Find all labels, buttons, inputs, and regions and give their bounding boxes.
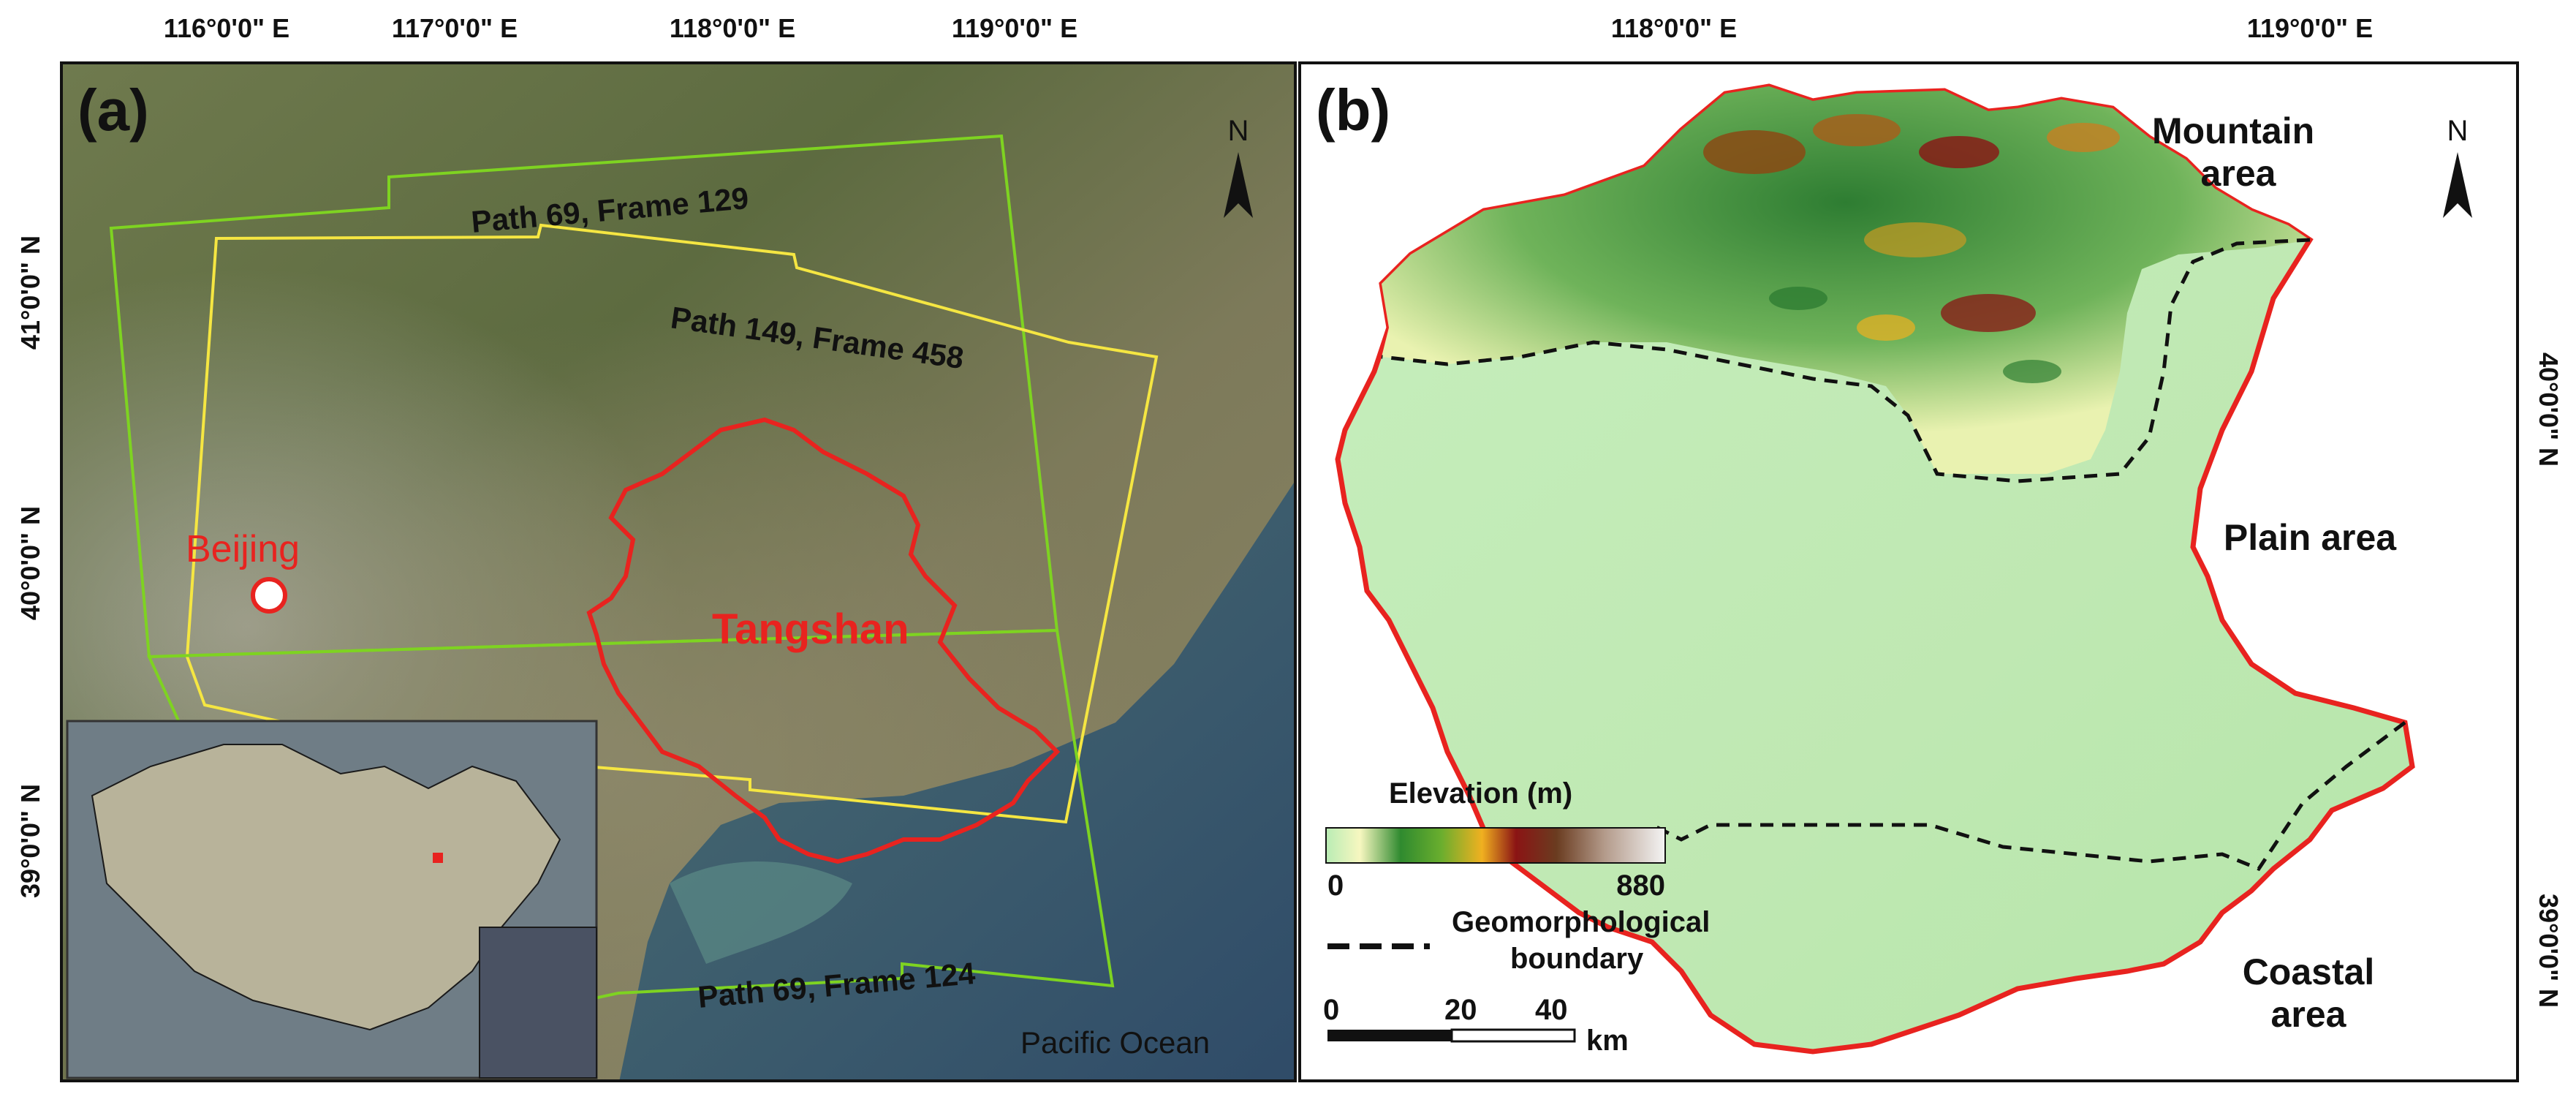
tick-top-b-119e: 119°0'0" E xyxy=(2246,13,2374,43)
zone-label-coastal-line1: Coastal xyxy=(2243,951,2375,992)
zone-label-coastal: Coastal area xyxy=(2243,951,2375,1035)
tick-right-40n: 40°0'0" N xyxy=(2534,352,2564,467)
tangshan-label: Tangshan xyxy=(712,606,909,653)
boundary-mountain-plain xyxy=(1381,238,2311,483)
satellite-map-svg: N (a) Path 69, Frame 129 Path 149, Frame… xyxy=(63,64,1294,1079)
tick-right-39n: 39°0'0" N xyxy=(2534,893,2564,1008)
panel-a-label: (a) xyxy=(77,78,149,143)
south-china-sea-inset xyxy=(479,927,597,1079)
beijing-marker xyxy=(251,577,287,614)
scale-bar-black xyxy=(1327,1030,1452,1041)
tick-top-118e: 118°0'0" E xyxy=(669,13,796,43)
scale-bar-white xyxy=(1450,1028,1576,1043)
mountain-terrain xyxy=(1382,86,2310,474)
zone-label-coastal-line2: area xyxy=(2271,994,2347,1035)
elevation-colorbar xyxy=(1325,827,1666,864)
tick-top-b-118e: 118°0'0" E xyxy=(1610,13,1738,43)
tick-left-39n: 39°0'0" N xyxy=(15,783,45,899)
frame-path149-458 xyxy=(185,223,1159,824)
zone-label-mountain: Mountain area xyxy=(2152,110,2325,194)
boundary-legend: Geomorphological boundary xyxy=(1327,906,1710,975)
china-outline xyxy=(91,744,561,1031)
scale-tick-20: 20 xyxy=(1444,994,1477,1026)
mountain-peaks xyxy=(1703,114,2120,383)
china-inset-map xyxy=(66,720,598,1079)
scale-bar: 0 20 40 km xyxy=(1323,994,1629,1057)
north-arrow-icon-a: N xyxy=(1224,115,1253,218)
tick-top-116e: 116°0'0" E xyxy=(163,13,290,43)
panel-b-elevation-map: N (b) Mountain area Plain area Coastal ar… xyxy=(1298,61,2519,1082)
tick-top-119e: 119°0'0" E xyxy=(951,13,1078,43)
north-label-b: N xyxy=(2447,115,2469,147)
beijing-label: Beijing xyxy=(186,528,300,570)
pacific-ocean-label: Pacific Ocean xyxy=(1020,1025,1210,1060)
scale-tick-0: 0 xyxy=(1323,994,1339,1026)
tick-left-41n: 41°0'0" N xyxy=(15,235,45,350)
panel-a-satellite-map: N (a) Path 69, Frame 129 Path 149, Frame… xyxy=(60,61,1297,1082)
study-area-marker xyxy=(433,853,443,863)
elevation-map-svg: N (b) Mountain area Plain area Coastal ar… xyxy=(1316,78,2472,1057)
scale-tick-40: 40 xyxy=(1535,994,1568,1026)
elevation-min-label: 0 xyxy=(1327,870,1344,902)
boundary-plain-coastal xyxy=(1651,721,2406,872)
elevation-legend: Elevation (m) 0 880 xyxy=(1325,777,1666,902)
coastal-shallows xyxy=(670,861,852,964)
elevation-legend-title: Elevation (m) xyxy=(1389,777,1572,810)
panel-b-label: (b) xyxy=(1316,78,1390,143)
tick-left-40n: 40°0'0" N xyxy=(15,505,45,621)
tick-top-117e: 117°0'0" E xyxy=(391,13,518,43)
north-label-a: N xyxy=(1228,115,1249,147)
tangshan-boundary xyxy=(586,417,1061,864)
north-arrow-icon-b: N xyxy=(2443,115,2472,218)
zone-label-plain: Plain area xyxy=(2224,517,2397,558)
zone-label-mountain-text: Mountain xyxy=(2152,110,2314,151)
boundary-legend-label-2: boundary xyxy=(1510,943,1644,975)
elevation-max-label: 880 xyxy=(1616,870,1665,902)
zone-label-mountain-text-line2: area xyxy=(2201,153,2277,194)
scale-unit: km xyxy=(1586,1025,1629,1057)
boundary-legend-label-1: Geomorphological xyxy=(1452,906,1710,938)
